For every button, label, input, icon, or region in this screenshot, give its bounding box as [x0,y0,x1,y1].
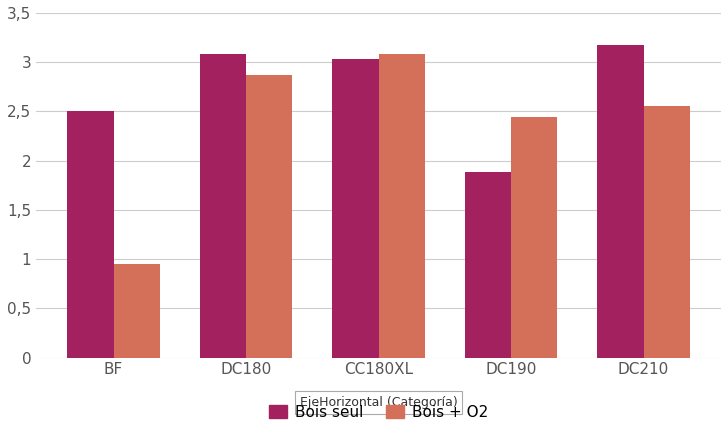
Bar [332,59,379,358]
Bar [511,117,558,358]
Bar [379,54,425,358]
Bar [597,45,644,358]
Bar [644,106,690,358]
Bar [67,111,114,358]
Bar [199,54,246,358]
Bar [246,75,293,358]
Bar [464,172,511,358]
Text: EjeHorizontal (Categoría): EjeHorizontal (Categoría) [300,396,457,409]
Bar [114,264,160,358]
Legend: Bois seul, Bois + O2: Bois seul, Bois + O2 [263,399,494,426]
